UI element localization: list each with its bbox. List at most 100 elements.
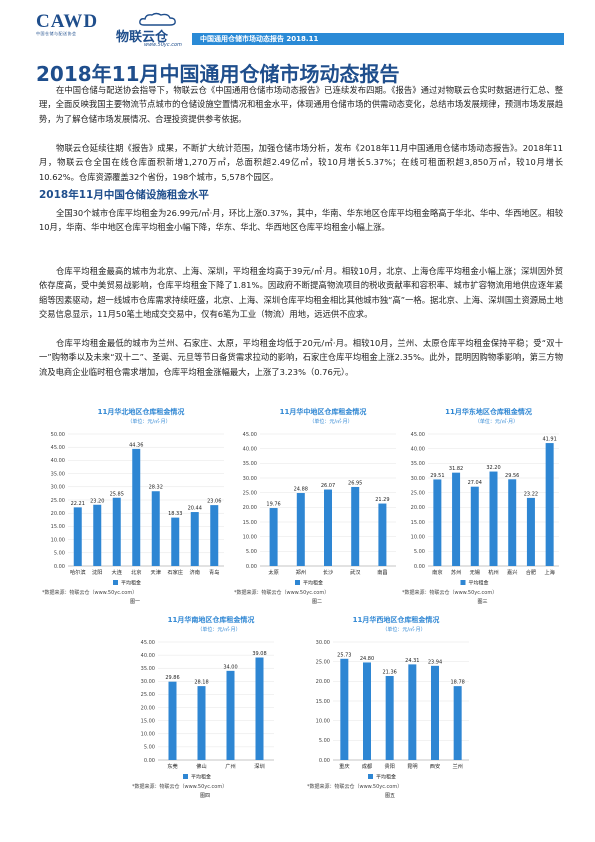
y-tick-label: 25.00 [316, 659, 330, 665]
chart-svg: 11月华南地区仓库租金情况 （单位：元/㎡·月） 0.00 5.00 10.00 15.0… [132, 615, 274, 799]
chart-title: 11月华南地区仓库租金情况 [168, 615, 255, 624]
chart-svg: 11月华西地区仓库租金情况 （单位：元/㎡·月） 0.00 5.00 10.00 15.0… [307, 615, 469, 799]
x-tick-label: 广州 [225, 762, 235, 770]
data-label: 41.91 [542, 437, 556, 443]
bar-7 [210, 505, 219, 566]
y-tick-label: 10.00 [243, 534, 257, 540]
y-tick-label: 25.00 [243, 490, 257, 496]
y-tick-label: 0.00 [246, 564, 257, 570]
data-label: 25.85 [110, 491, 124, 497]
y-tick-label: 20.00 [141, 705, 155, 711]
data-label: 22.21 [71, 501, 85, 507]
section-paragraph-3: 仓库平均租金最低的城市为兰州、石家庄、太原，平均租金均低于20元/㎡·月。相较1… [39, 338, 563, 377]
x-tick-label: 郑州 [296, 568, 306, 576]
x-tick-label: 南昌 [377, 568, 387, 576]
y-tick-label: 25.00 [51, 498, 65, 504]
y-tick-label: 15.00 [141, 718, 155, 724]
data-label: 32.20 [486, 465, 500, 471]
x-tick-label: 佛山 [196, 762, 206, 770]
y-tick-label: 5.00 [319, 738, 330, 744]
legend-swatch [113, 580, 118, 585]
chart-svg: 11月华中地区仓库租金情况 （单位：元/㎡·月） 0.00 5.00 10.00 15.0… [234, 407, 396, 605]
chart-south: 11月华南地区仓库租金情况 （单位：元/㎡·月） 0.00 5.00 10.00 15.0… [130, 612, 280, 804]
chart-caption: 图二 [312, 599, 322, 605]
chart-caption: 图五 [385, 793, 395, 799]
y-tick-label: 45.00 [411, 432, 425, 438]
y-tick-label: 30.00 [51, 485, 65, 491]
y-tick-label: 20.00 [316, 679, 330, 685]
chart-caption: 图三 [477, 599, 487, 605]
y-tick-label: 0.00 [319, 758, 330, 764]
x-tick-label: 东莞 [167, 762, 177, 770]
x-tick-label: 北京 [131, 568, 141, 576]
y-tick-label: 0.00 [414, 564, 425, 570]
y-tick-label: 40.00 [51, 458, 65, 464]
y-tick-label: 5.00 [144, 745, 155, 751]
bar-0 [168, 681, 177, 760]
data-label: 19.76 [266, 502, 280, 508]
x-tick-label: 石家庄 [167, 568, 183, 576]
bar-1 [363, 662, 371, 760]
data-label: 18.33 [168, 511, 182, 517]
data-label: 31.82 [449, 466, 463, 472]
x-tick-label: 合肥 [526, 568, 536, 576]
y-tick-label: 25.00 [141, 692, 155, 698]
data-label: 26.95 [348, 480, 362, 486]
data-label: 34.00 [223, 664, 237, 670]
chart-source: *数据来源：物联云仓（www.50yc.com） [307, 783, 402, 790]
x-tick-label: 重庆 [339, 762, 349, 770]
chart-central: 11月华中地区仓库租金情况 （单位：元/㎡·月） 0.00 5.00 10.00 15.0… [232, 404, 402, 610]
legend-label: 平均租金 [121, 580, 141, 587]
page-title: 2018年11月中国通用仓储市场动态报告 [36, 62, 400, 86]
data-label: 23.94 [428, 659, 442, 665]
bar-2 [470, 486, 479, 566]
chart-source: *数据来源：物联云仓（www.50yc.com） [402, 589, 497, 596]
data-label: 24.80 [360, 656, 374, 662]
bar-3 [132, 448, 141, 566]
intro-paragraph-2: 物联云仓延续往期《报告》成果，不断扩大统计范围，加强仓储市场分析，发布《2018… [39, 143, 563, 182]
chart-caption: 图四 [200, 793, 210, 799]
bar-4 [378, 503, 387, 566]
legend-label: 平均租金 [303, 580, 323, 587]
cawd-logo-text: CAWD [36, 11, 99, 32]
y-tick-label: 30.00 [411, 476, 425, 482]
data-label: 24.88 [294, 487, 308, 493]
data-label: 23.06 [207, 499, 221, 505]
chart-svg: 11月华北地区仓库租金情况 （单位：元/㎡·月） 0.00 5.00 10.00 15.0… [42, 407, 224, 605]
x-tick-label: 深圳 [254, 762, 264, 770]
data-label: 28.32 [149, 485, 163, 491]
data-label: 27.04 [468, 480, 482, 486]
chart-unit: （单位：元/㎡·月） [382, 626, 425, 633]
x-tick-label: 太原 [268, 568, 278, 576]
y-tick-label: 45.00 [51, 445, 65, 451]
x-tick-label: 长沙 [323, 568, 333, 576]
y-tick-label: 15.00 [51, 524, 65, 530]
y-tick-label: 10.00 [316, 718, 330, 724]
cawd-logo-subtext: 中国仓储与配送协会 [36, 31, 77, 36]
chart-caption: 图一 [130, 599, 140, 605]
bar-2 [324, 489, 332, 566]
section-paragraph-1: 全国30个城市仓库平均租金为26.99元/㎡·月，环比上涨0.37%，其中，华南… [39, 208, 563, 233]
bar-4 [151, 491, 160, 566]
y-tick-label: 5.00 [246, 549, 257, 555]
data-label: 28.18 [194, 680, 208, 686]
chart-svg: 11月华东地区仓库租金情况 （单位：元/㎡·月） 0.00 5.00 10.00 15.0… [402, 407, 559, 605]
chart-unit: （单位：元/㎡·月） [127, 418, 170, 425]
x-tick-label: 武汉 [350, 568, 361, 576]
y-tick-label: 10.00 [51, 537, 65, 543]
data-label: 21.36 [383, 669, 397, 675]
chart-north: 11月华北地区仓库租金情况 （单位：元/㎡·月） 0.00 5.00 10.00 15.0… [40, 404, 230, 610]
x-tick-label: 嘉兴 [507, 568, 517, 576]
chart-source: *数据来源：物联云仓（www.50yc.com） [234, 589, 329, 596]
x-tick-label: 贵阳 [384, 762, 394, 770]
x-tick-label: 济南 [190, 568, 200, 576]
chart-west: 11月华西地区仓库租金情况 （单位：元/㎡·月） 0.00 5.00 10.00 15.0… [305, 612, 475, 804]
y-tick-label: 35.00 [411, 461, 425, 467]
legend-swatch [368, 774, 373, 779]
bar-3 [351, 486, 360, 566]
y-tick-label: 45.00 [141, 640, 155, 646]
x-tick-label: 成都 [362, 762, 372, 770]
data-label: 24.31 [405, 658, 419, 664]
data-label: 29.86 [165, 675, 179, 681]
data-label: 29.51 [430, 473, 444, 479]
